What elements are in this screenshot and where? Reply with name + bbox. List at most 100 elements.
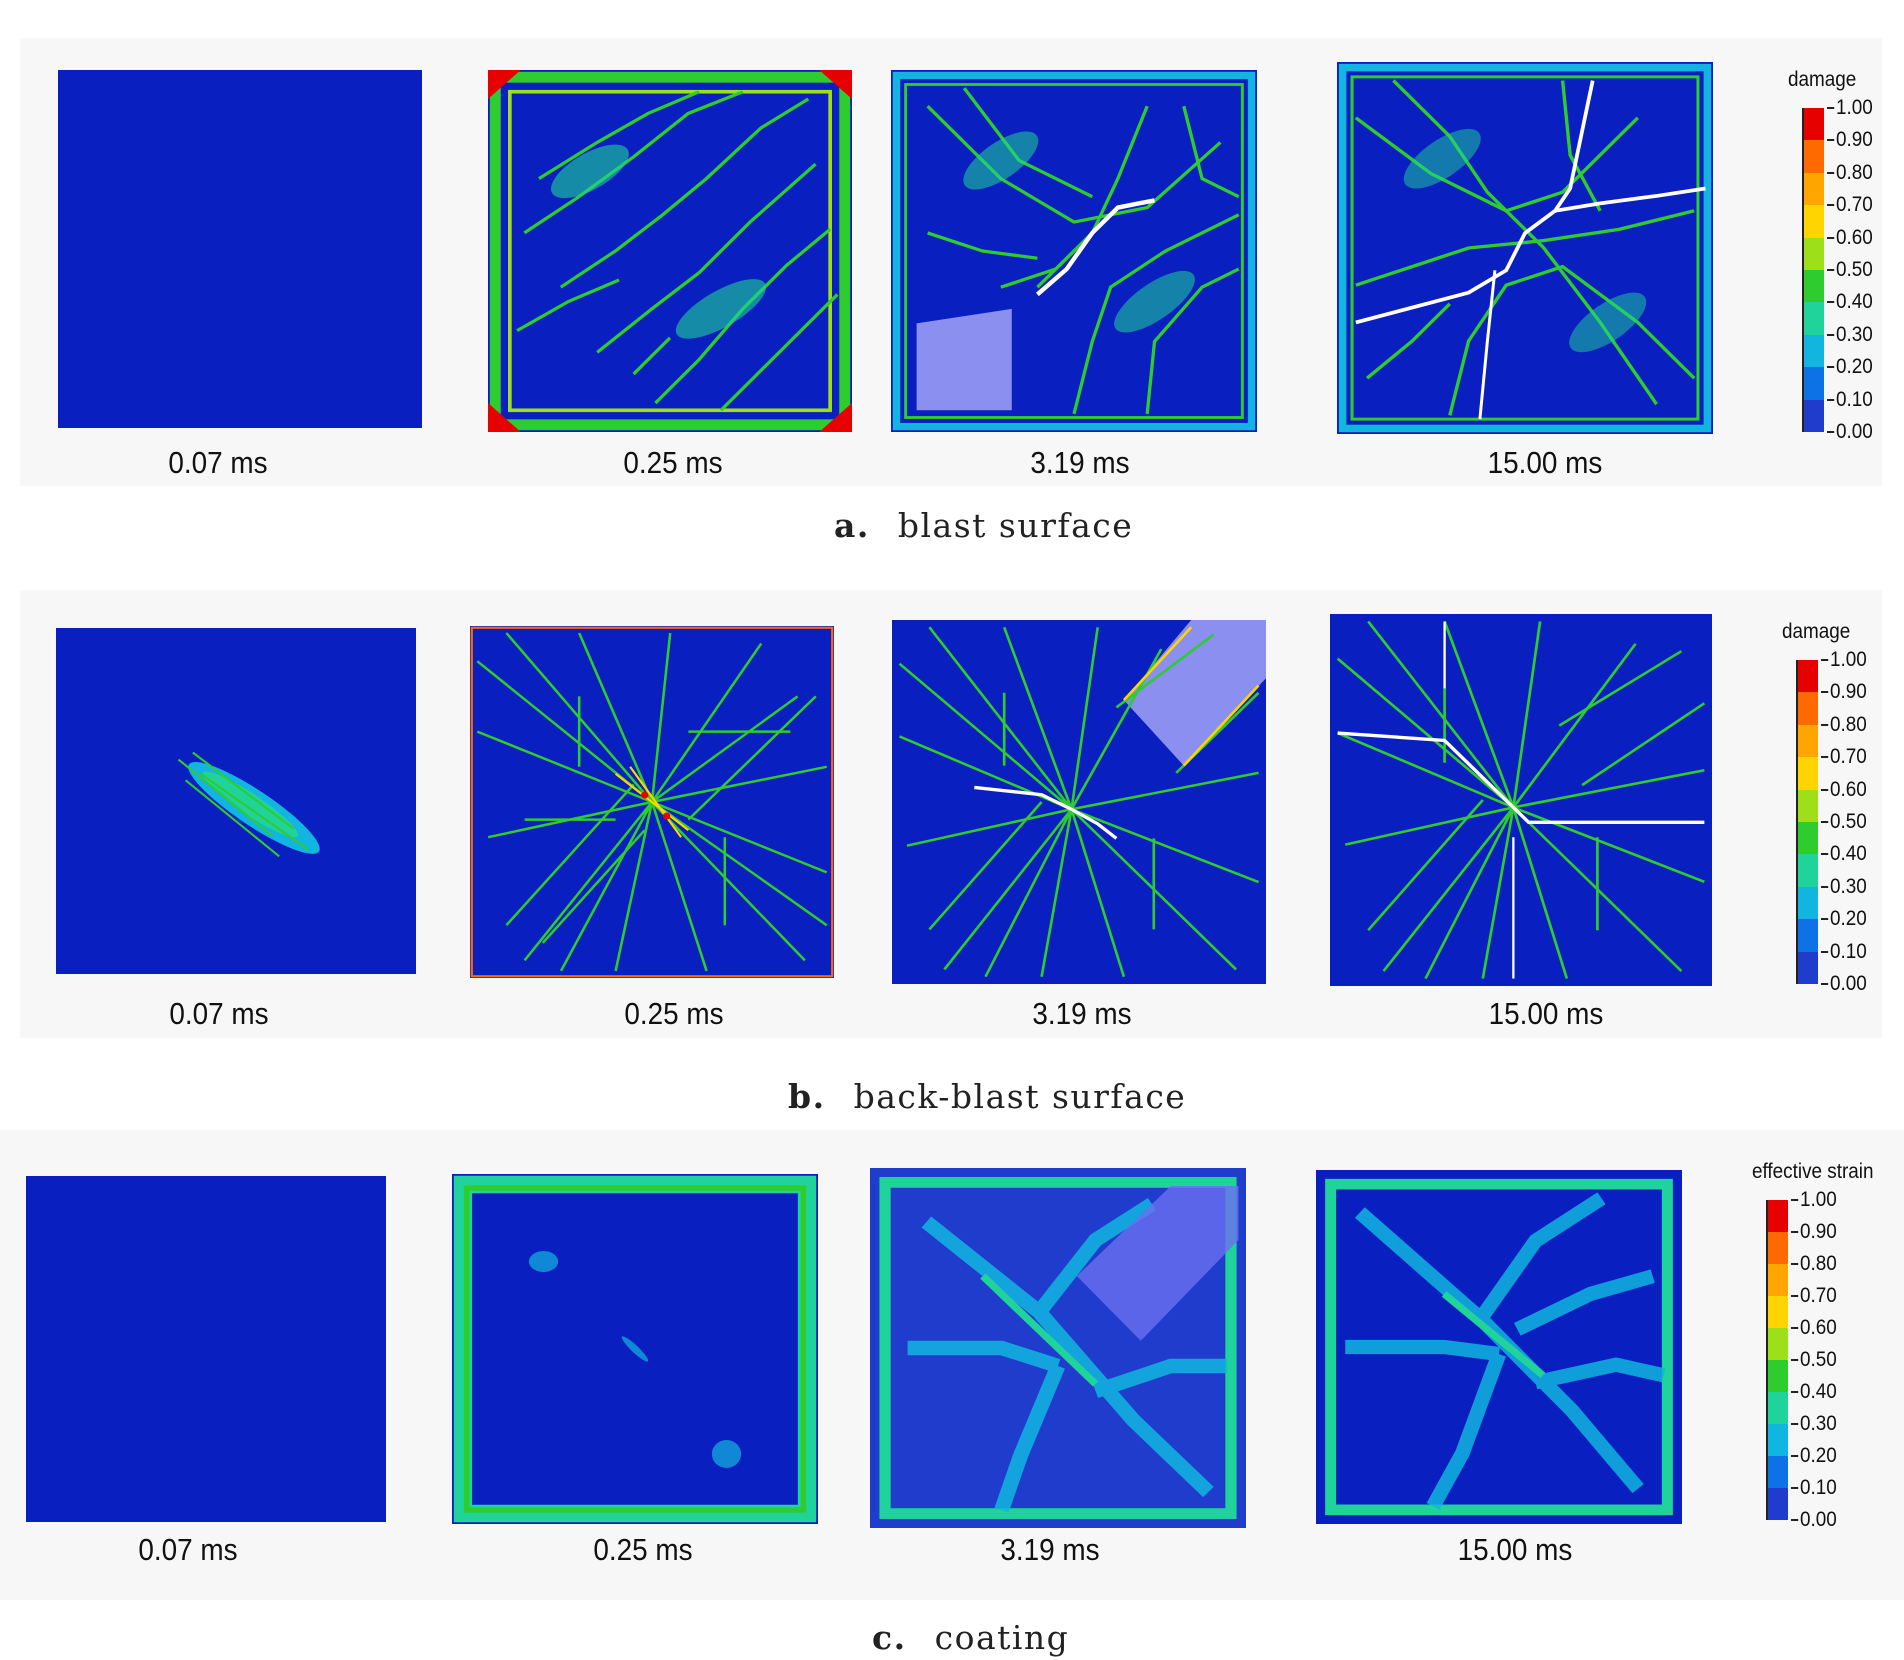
colorbar-segment (1768, 1488, 1788, 1520)
row-b-legend-tick: 0.00 (1821, 972, 1867, 995)
row-a-legend-tick: 0.80 (1827, 161, 1873, 184)
colorbar-segment (1798, 821, 1818, 855)
row-b-caption-text: back-blast surface (853, 1077, 1187, 1116)
row-c-legend-title: effective strain (1752, 1160, 1874, 1183)
colorbar-segment (1804, 140, 1824, 173)
row-b-time-3: 3.19 ms (1032, 996, 1132, 1031)
row-c-sim-0-07ms (26, 1176, 386, 1522)
row-a-sim-15-00ms (1337, 62, 1713, 434)
colorbar-segment (1804, 334, 1824, 368)
colorbar-segment (1768, 1456, 1788, 1488)
row-a-legend-tick: 0.50 (1827, 258, 1873, 281)
row-b-legend-tick: 0.60 (1821, 778, 1867, 801)
row-c-legend-tick: 0.90 (1791, 1220, 1837, 1243)
row-b-sim-3-19ms (892, 620, 1266, 984)
row-a-time-1: 0.07 ms (168, 445, 268, 480)
colorbar-segment (1804, 172, 1824, 206)
row-b-legend-tick: 0.70 (1821, 745, 1867, 768)
row-a-legend-tick: 0.30 (1827, 323, 1873, 346)
row-a-legend-tick: 1.00 (1827, 96, 1873, 119)
row-c-legend-tick: 0.60 (1791, 1316, 1837, 1339)
row-a-caption: a. blast surface (834, 506, 1133, 545)
row-b-caption: b. back-blast surface (788, 1077, 1186, 1116)
row-a-legend-tick: 0.90 (1827, 128, 1873, 151)
row-a-sim-0-25ms (488, 70, 852, 432)
row-c-legend-tick: 0.80 (1791, 1252, 1837, 1275)
colorbar-segment (1804, 367, 1824, 400)
row-b-legend-tick: 0.40 (1821, 842, 1867, 865)
colorbar-segment (1804, 237, 1824, 270)
row-c-legend-tick: 1.00 (1791, 1188, 1837, 1211)
row-c-legend-tick: 0.20 (1791, 1444, 1837, 1467)
row-a-time-3: 3.19 ms (1030, 445, 1130, 480)
colorbar-segment (1768, 1264, 1788, 1296)
row-b-legend-tick: 0.30 (1821, 875, 1867, 898)
row-a-legend-tick: 0.40 (1827, 290, 1873, 313)
row-b-sim-0-25ms (470, 626, 834, 978)
row-c-legend-tick: 0.00 (1791, 1508, 1837, 1531)
row-a-legend: damage 1.00 0.90 0.80 0.70 0.60 0.50 0.4… (1788, 68, 1904, 448)
colorbar-segment (1768, 1296, 1788, 1328)
colorbar-segment (1804, 399, 1824, 432)
row-c-caption: c. coating (872, 1618, 1069, 1657)
row-c-time-3: 3.19 ms (1000, 1532, 1100, 1567)
row-a-sim-3-19ms (891, 70, 1257, 432)
row-c-sim-15-00ms (1316, 1170, 1682, 1524)
row-b-legend-tick: 0.20 (1821, 907, 1867, 930)
row-b-legend-tick: 0.90 (1821, 680, 1867, 703)
row-a-time-4: 15.00 ms (1487, 445, 1603, 480)
colorbar-segment (1798, 854, 1818, 887)
row-a-caption-letter: a. (834, 506, 870, 545)
colorbar-segment (1768, 1328, 1788, 1360)
row-c-legend-tick: 0.40 (1791, 1380, 1837, 1403)
row-b-sim-15-00ms (1330, 614, 1712, 986)
row-a-legend-title: damage (1788, 68, 1857, 91)
colorbar-segment (1804, 205, 1824, 238)
row-b-legend-colorbar (1796, 660, 1818, 984)
colorbar-segment (1798, 692, 1818, 725)
row-a-legend-tick: 0.60 (1827, 226, 1873, 249)
row-a-legend-tick: 0.70 (1827, 193, 1873, 216)
colorbar-segment (1798, 724, 1818, 758)
row-b-legend-tick: 0.80 (1821, 713, 1867, 736)
row-b-legend-tick: 1.00 (1821, 648, 1867, 671)
colorbar-segment (1768, 1360, 1788, 1392)
row-c-caption-letter: c. (872, 1618, 907, 1657)
colorbar-segment (1804, 302, 1824, 335)
row-c-time-1: 0.07 ms (138, 1532, 238, 1567)
row-b-time-2: 0.25 ms (624, 996, 724, 1031)
row-c-legend-tick: 0.30 (1791, 1412, 1837, 1435)
row-a-legend-colorbar (1802, 108, 1824, 432)
colorbar-segment (1798, 919, 1818, 952)
row-c-legend: effective strain 1.00 0.90 0.80 0.70 0.6… (1752, 1160, 1902, 1540)
colorbar-segment (1804, 108, 1824, 141)
row-b-time-1: 0.07 ms (169, 996, 269, 1031)
row-b-legend-title: damage (1782, 620, 1851, 643)
row-a-legend-tick: 0.00 (1827, 420, 1873, 443)
row-b-caption-letter: b. (788, 1077, 826, 1116)
row-b-legend: damage 1.00 0.90 0.80 0.70 0.60 0.50 0.4… (1782, 620, 1904, 1000)
row-c-caption-text: coating (934, 1618, 1070, 1657)
row-c-legend-colorbar (1766, 1200, 1788, 1520)
row-a-legend-tick: 0.10 (1827, 388, 1873, 411)
row-a-caption-text: blast surface (897, 506, 1134, 545)
row-c-sim-0-25ms (452, 1174, 818, 1524)
row-b-legend-tick: 0.50 (1821, 810, 1867, 833)
colorbar-segment (1798, 789, 1818, 822)
colorbar-segment (1768, 1232, 1788, 1264)
row-a-time-2: 0.25 ms (623, 445, 723, 480)
row-a-legend-tick: 0.20 (1827, 355, 1873, 378)
colorbar-segment (1768, 1200, 1788, 1232)
colorbar-segment (1798, 886, 1818, 920)
row-c-time-4: 15.00 ms (1457, 1532, 1573, 1567)
row-c-legend-tick: 0.50 (1791, 1348, 1837, 1371)
row-c-legend-tick: 0.70 (1791, 1284, 1837, 1307)
row-b-sim-0-07ms (56, 628, 416, 974)
colorbar-segment (1804, 269, 1824, 303)
row-b-time-4: 15.00 ms (1488, 996, 1604, 1031)
colorbar-segment (1768, 1392, 1788, 1424)
row-c-sim-3-19ms (870, 1168, 1246, 1528)
colorbar-segment (1798, 757, 1818, 790)
row-a-sim-0-07ms (58, 70, 422, 428)
row-b-legend-tick: 0.10 (1821, 940, 1867, 963)
